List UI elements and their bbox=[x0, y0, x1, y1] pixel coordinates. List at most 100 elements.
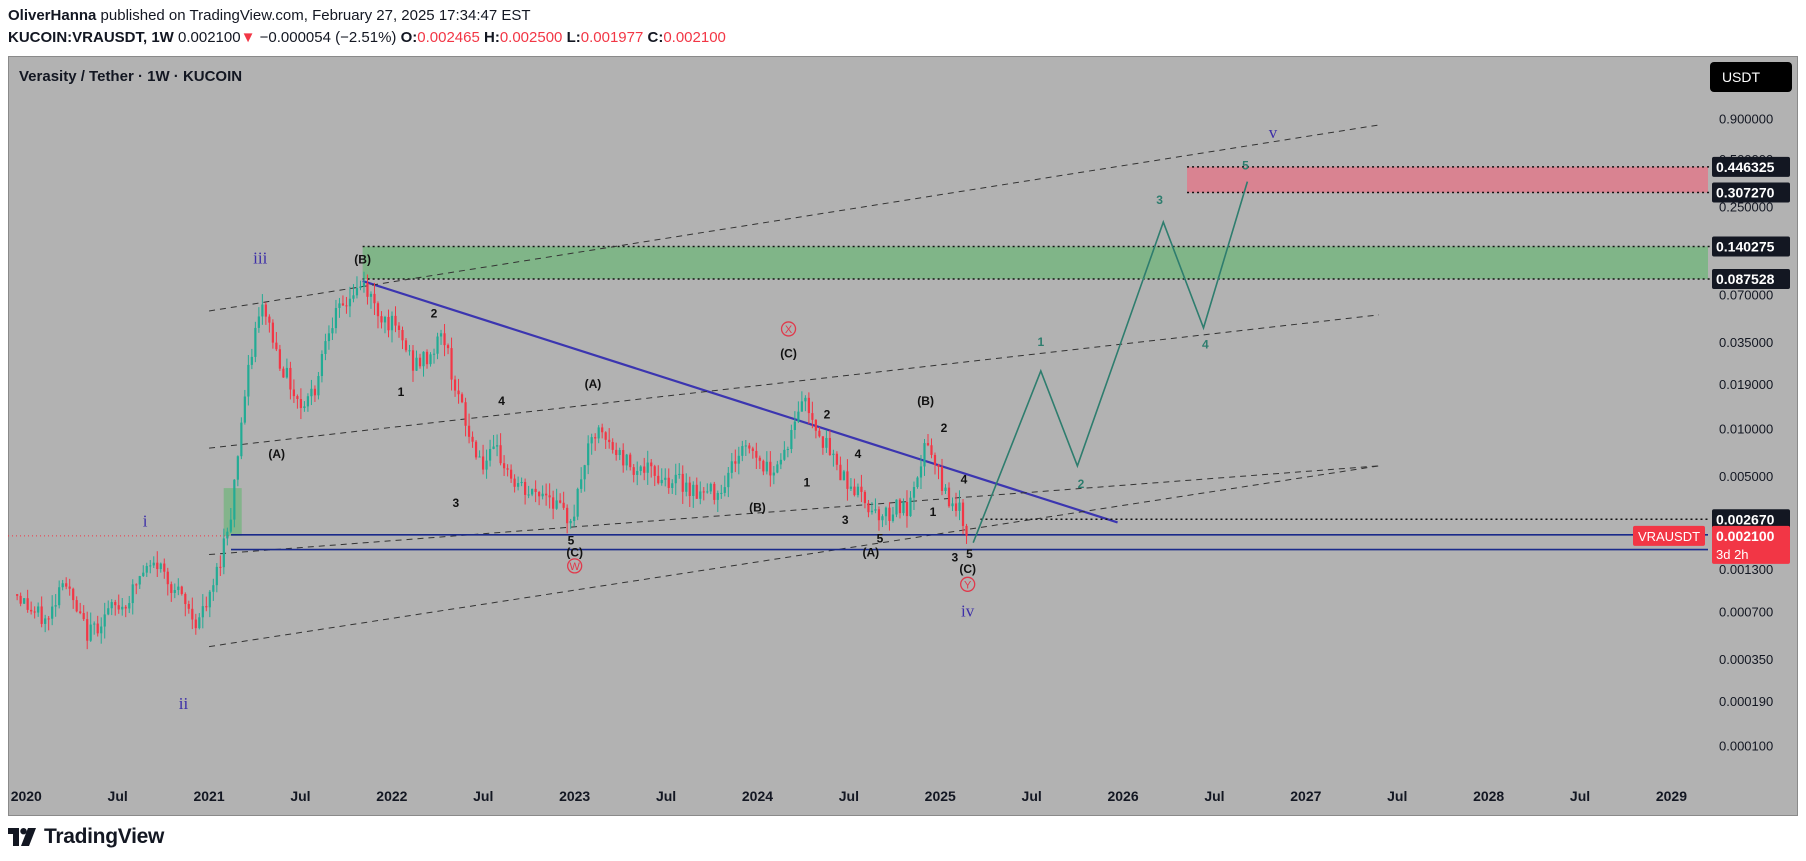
candle-216 bbox=[772, 465, 775, 485]
wave-label: iii bbox=[253, 248, 267, 267]
candle-body bbox=[709, 483, 712, 492]
candle-144 bbox=[520, 477, 523, 487]
candle-151 bbox=[545, 483, 548, 506]
candle-body bbox=[755, 450, 758, 458]
candle-body bbox=[510, 469, 513, 479]
candle-body bbox=[373, 293, 376, 304]
candle-body bbox=[401, 329, 404, 341]
candle-body bbox=[951, 503, 954, 507]
candle-64 bbox=[240, 417, 243, 460]
candle-body bbox=[671, 483, 674, 488]
candle-178 bbox=[639, 465, 642, 476]
symbol-label[interactable]: KUCOIN:VRAUSDT, 1W bbox=[8, 29, 174, 46]
candle-body bbox=[429, 354, 432, 365]
candle-body bbox=[688, 482, 691, 496]
candle-body bbox=[170, 584, 173, 593]
candle-13 bbox=[61, 579, 64, 591]
current-price-text: 0.002100 bbox=[1716, 528, 1775, 544]
candle-55 bbox=[208, 589, 211, 618]
candle-11 bbox=[54, 594, 57, 617]
candle-202 bbox=[723, 475, 726, 497]
candle-body bbox=[653, 466, 656, 476]
candle-38 bbox=[149, 560, 152, 574]
candle-body bbox=[706, 491, 709, 493]
candle-133 bbox=[481, 444, 485, 475]
candle-body bbox=[243, 396, 246, 423]
candle-body bbox=[47, 618, 50, 620]
y-tick-label: 0.000100 bbox=[1719, 738, 1773, 753]
candle-body bbox=[33, 611, 36, 613]
candle-body bbox=[674, 474, 677, 484]
candle-20 bbox=[86, 611, 89, 650]
candle-185 bbox=[664, 468, 667, 487]
candle-25 bbox=[103, 602, 106, 639]
price-change: −0.000054 (−2.51%) bbox=[259, 29, 397, 46]
candle-body bbox=[576, 488, 579, 517]
candle-body bbox=[839, 464, 842, 481]
candle-265 bbox=[944, 484, 947, 495]
candle-43 bbox=[166, 567, 169, 596]
wave-label: X bbox=[785, 324, 793, 336]
down-arrow-icon: ▼ bbox=[240, 29, 256, 46]
candle-body bbox=[825, 437, 828, 448]
candle-body bbox=[797, 411, 800, 422]
candle-83 bbox=[306, 393, 310, 412]
candle-150 bbox=[541, 485, 544, 500]
candle-116 bbox=[422, 351, 425, 377]
candle-body bbox=[545, 493, 548, 496]
candle-body bbox=[814, 419, 817, 431]
wave-label: 3 bbox=[453, 496, 460, 510]
candle-body bbox=[933, 454, 937, 465]
candle-body bbox=[765, 461, 768, 472]
symbol-tag: VRAUSDT bbox=[1633, 525, 1705, 546]
candle-235 bbox=[839, 456, 842, 481]
candle-body bbox=[404, 340, 408, 351]
candle-137 bbox=[495, 434, 499, 457]
candle-50 bbox=[191, 597, 194, 630]
candle-155 bbox=[559, 493, 562, 504]
candle-184 bbox=[660, 468, 663, 486]
candle-200 bbox=[716, 490, 719, 512]
candle-110 bbox=[401, 326, 404, 350]
candle-body bbox=[667, 477, 670, 488]
candle-163 bbox=[587, 435, 590, 475]
candle-body bbox=[660, 479, 663, 484]
candle-250 bbox=[891, 506, 895, 523]
candle-body bbox=[215, 566, 218, 586]
candle-255 bbox=[909, 491, 912, 517]
candle-103 bbox=[376, 301, 380, 329]
candle-191 bbox=[685, 473, 688, 497]
price-label: 0.087528 bbox=[1712, 268, 1790, 289]
candle-48 bbox=[184, 592, 187, 617]
y-tick-label: 0.005000 bbox=[1719, 469, 1773, 484]
candle-body bbox=[135, 584, 138, 586]
candle-0 bbox=[16, 593, 19, 601]
y-tick-label: 0.250000 bbox=[1719, 200, 1773, 215]
candle-254 bbox=[905, 490, 909, 528]
candle-167 bbox=[601, 423, 604, 439]
candle-body bbox=[257, 316, 260, 328]
candle-75 bbox=[278, 344, 281, 371]
candle-body bbox=[313, 388, 317, 396]
candle-body bbox=[776, 464, 779, 473]
y-tick-label: 0.070000 bbox=[1719, 287, 1773, 302]
author-name[interactable]: OliverHanna bbox=[8, 7, 97, 24]
candle-body bbox=[446, 345, 450, 349]
candle-body bbox=[485, 460, 488, 470]
wave-label: (B) bbox=[917, 394, 934, 408]
candle-body bbox=[366, 282, 369, 297]
candle-109 bbox=[397, 322, 401, 338]
candle-169 bbox=[608, 428, 611, 449]
candle-body bbox=[538, 492, 541, 497]
candle-62 bbox=[233, 479, 236, 528]
open-value: 0.002465 bbox=[417, 29, 480, 46]
candle-97 bbox=[355, 276, 359, 299]
candle-77 bbox=[285, 358, 288, 379]
candle-31 bbox=[124, 605, 127, 618]
wave-label: ii bbox=[179, 694, 189, 713]
low-label: L: bbox=[566, 29, 581, 46]
currency-button[interactable]: USDT bbox=[1710, 62, 1792, 92]
footer-brand[interactable]: TradingView bbox=[8, 825, 164, 849]
candle-258 bbox=[919, 454, 923, 489]
